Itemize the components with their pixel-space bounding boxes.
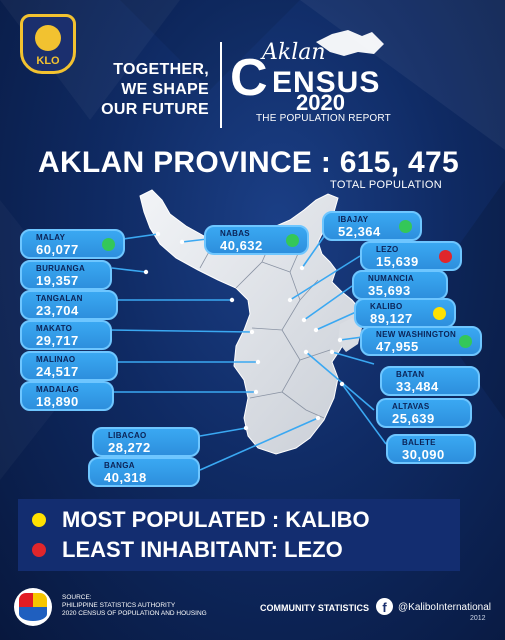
municipality-name: IBAJAY [338, 215, 369, 224]
municipality-name: BATAN [396, 370, 425, 379]
municipality-name: MADALAG [36, 385, 79, 394]
census-logo-c: C [230, 49, 268, 107]
yellow-dot-icon [32, 513, 46, 527]
municipality-name: BALETE [402, 438, 436, 447]
municipality-population: 24,517 [36, 364, 79, 379]
municipality-new-washington: NEW WASHINGTON 47,955 [360, 326, 482, 356]
green-dot-icon [286, 234, 299, 247]
tagline-line: OUR FUTURE [101, 101, 209, 118]
municipality-makato: MAKATO 29,717 [20, 320, 112, 350]
census-subtitle: THE POPULATION REPORT [256, 113, 391, 124]
municipality-population: 60,077 [36, 242, 79, 257]
municipality-name: MALAY [36, 233, 66, 242]
red-dot-icon [439, 250, 452, 263]
municipality-name: MALINAO [36, 355, 76, 364]
community-statistics-label: COMMUNITY STATISTICS [260, 603, 369, 613]
municipality-lezo: LEZO 15,639 [360, 241, 462, 271]
footer-year: 2012 [470, 615, 486, 622]
municipality-banga: BANGA 40,318 [88, 457, 200, 487]
municipality-kalibo: KALIBO 89,127 [354, 298, 456, 328]
municipality-population: 89,127 [370, 311, 413, 326]
municipality-population: 23,704 [36, 303, 79, 318]
legend-most-populated: MOST POPULATED : KALIBO [32, 507, 370, 533]
source-note: SOURCE: PHILIPPINE STATISTICS AUTHORITY … [62, 594, 207, 618]
census-logo-word: ENSUS [272, 66, 381, 99]
municipality-libacao: LIBACAO 28,272 [92, 427, 200, 457]
municipality-name: TANGALAN [36, 294, 83, 303]
municipality-population: 15,639 [376, 254, 419, 269]
municipality-name: LEZO [376, 245, 399, 254]
municipality-population: 19,357 [36, 273, 79, 288]
municipality-ibajay: IBAJAY 52,364 [322, 211, 422, 241]
total-population-label: TOTAL POPULATION [330, 179, 442, 191]
municipality-population: 52,364 [338, 224, 381, 239]
lion-emblem-icon [35, 25, 61, 51]
source-line: 2020 CENSUS OF POPULATION AND HOUSING [62, 610, 207, 617]
municipality-name: NEW WASHINGTON [376, 330, 457, 339]
psa-logo [14, 588, 52, 626]
municipality-population: 35,693 [368, 283, 411, 298]
municipality-nabas: NABAS 40,632 [204, 225, 309, 255]
municipality-malay: MALAY 60,077 [20, 229, 125, 259]
census-logo-aklan: Aklan [262, 40, 326, 65]
municipality-name: MAKATO [36, 324, 73, 333]
source-line: SOURCE: [62, 594, 92, 601]
municipality-name: LIBACAO [108, 431, 147, 440]
municipality-name: BURUANGA [36, 264, 86, 273]
green-dot-icon [459, 335, 472, 348]
municipality-name: NUMANCIA [368, 274, 414, 283]
municipality-population: 40,632 [220, 238, 263, 253]
municipality-name: NABAS [220, 229, 250, 238]
municipality-population: 47,955 [376, 339, 419, 354]
census-year: 2020 [296, 90, 345, 115]
municipality-tangalan: TANGALAN 23,704 [20, 290, 118, 320]
municipality-population: 33,484 [396, 379, 439, 394]
tagline-line: WE SHAPE [121, 81, 209, 98]
klo-logo: KLO [20, 14, 76, 74]
municipality-population: 25,639 [392, 411, 435, 426]
legend-box: MOST POPULATED : KALIBO LEAST INHABITANT… [18, 499, 460, 571]
page-title: AKLAN PROVINCE : 615, 475 [38, 146, 459, 179]
green-dot-icon [102, 238, 115, 251]
municipality-name: ALTAVAS [392, 402, 430, 411]
municipality-altavas: ALTAVAS 25,639 [376, 398, 472, 428]
municipality-madalag: MADALAG 18,890 [20, 381, 114, 411]
tagline: TOGETHER, WE SHAPE OUR FUTURE [101, 60, 209, 120]
divider [220, 42, 222, 128]
municipality-population: 18,890 [36, 394, 79, 409]
municipality-population: 30,090 [402, 447, 445, 462]
facebook-handle-link[interactable]: @KaliboInternational [398, 602, 491, 613]
tagline-line: TOGETHER, [113, 61, 209, 78]
municipality-name: KALIBO [370, 302, 403, 311]
municipality-malinao: MALINAO 24,517 [20, 351, 118, 381]
facebook-icon[interactable]: f [376, 598, 393, 615]
municipality-buruanga: BURUANGA 19,357 [20, 260, 112, 290]
legend-most-text: MOST POPULATED : KALIBO [62, 507, 370, 532]
municipality-batan: BATAN 33,484 [380, 366, 480, 396]
municipality-population: 28,272 [108, 440, 151, 455]
municipality-balete: BALETE 30,090 [386, 434, 476, 464]
municipality-population: 40,318 [104, 470, 147, 485]
legend-least-text: LEAST INHABITANT: LEZO [62, 537, 343, 562]
green-dot-icon [399, 220, 412, 233]
source-line: PHILIPPINE STATISTICS AUTHORITY [62, 602, 176, 609]
logo-text: KLO [36, 55, 60, 67]
municipality-numancia: NUMANCIA 35,693 [352, 270, 448, 300]
yellow-dot-icon [433, 307, 446, 320]
red-dot-icon [32, 543, 46, 557]
legend-least-inhabitant: LEAST INHABITANT: LEZO [32, 537, 343, 563]
municipality-name: BANGA [104, 461, 135, 470]
municipality-population: 29,717 [36, 333, 79, 348]
